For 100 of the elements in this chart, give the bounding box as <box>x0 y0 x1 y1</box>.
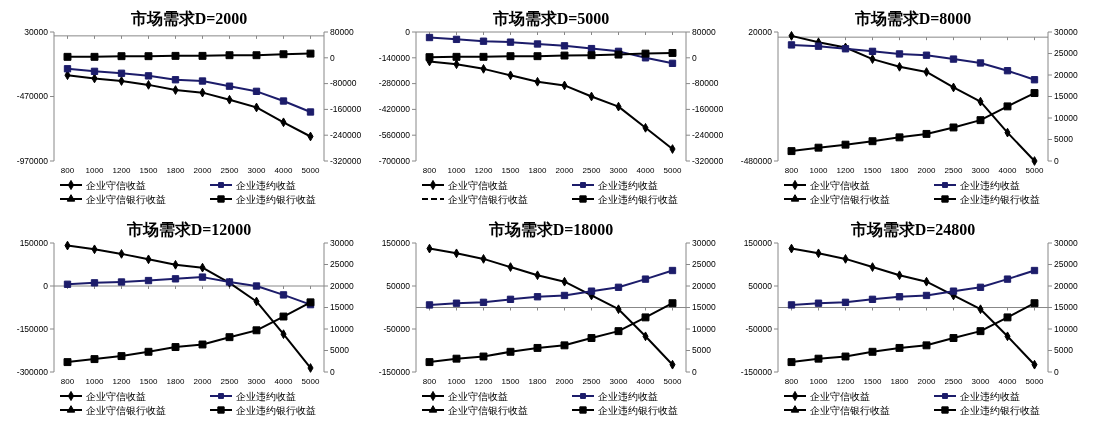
y-tick-label: 30000 <box>24 26 49 37</box>
x-tick-label: 1200 <box>836 377 855 386</box>
legend-label: 企业违约银行收益 <box>960 404 1040 416</box>
y2-tick-label: 10000 <box>1054 112 1078 123</box>
chart-title: 市场需求D=5000 <box>491 10 610 27</box>
y2-tick-label: 5000 <box>692 345 712 356</box>
x-tick-label: 800 <box>60 166 75 175</box>
legend-label: 企业守信银行收益 <box>86 193 166 205</box>
legend-label: 企业违约收益 <box>236 179 296 191</box>
x-tick-label: 800 <box>422 377 437 386</box>
y2-tick-label: 0 <box>692 366 697 377</box>
y2-tick-label: 25000 <box>692 259 716 270</box>
x-tick-label: 1500 <box>501 377 520 386</box>
legend-label: 企业守信银行收益 <box>810 193 890 205</box>
x-tick-label: 1000 <box>85 166 104 175</box>
legend-label: 企业违约收益 <box>598 179 658 191</box>
y2-tick-label: 25000 <box>1054 48 1078 59</box>
x-tick-label: 4000 <box>998 166 1017 175</box>
y2-tick-label: 15000 <box>692 302 716 313</box>
x-tick-label: 1000 <box>447 377 466 386</box>
y2-tick-label: 0 <box>692 52 697 63</box>
x-tick-label: 1000 <box>85 377 104 386</box>
legend-label: 企业违约银行收益 <box>960 193 1040 205</box>
x-tick-label: 2500 <box>220 166 239 175</box>
x-tick-label: 1800 <box>528 166 547 175</box>
x-tick-label: 3000 <box>247 166 266 175</box>
legend-label: 企业守信银行收益 <box>448 193 528 205</box>
y2-tick-label: 20000 <box>330 280 354 291</box>
legend-label: 企业违约收益 <box>960 179 1020 191</box>
x-tick-label: 5000 <box>1025 377 1044 386</box>
chart-title: 市场需求D=12000 <box>125 221 252 238</box>
legend-label: 企业违约收益 <box>598 390 658 402</box>
x-tick-label: 800 <box>60 377 75 386</box>
x-tick-label: 5000 <box>301 377 320 386</box>
y2-tick-label: 10000 <box>692 323 716 334</box>
legend-label: 企业违约银行收益 <box>598 193 678 205</box>
legend-label: 企业守信收益 <box>810 179 870 191</box>
x-tick-label: 2000 <box>917 377 936 386</box>
y2-tick-label: 30000 <box>1054 26 1078 37</box>
chart-title: 市场需求D=18000 <box>487 221 614 238</box>
y2-tick-label: -320000 <box>330 155 362 166</box>
x-tick-label: 3000 <box>609 166 628 175</box>
x-tick-label: 1200 <box>836 166 855 175</box>
x-tick-label: 2000 <box>555 377 574 386</box>
y-tick-label: 150000 <box>743 237 773 248</box>
y2-tick-label: 25000 <box>330 259 354 270</box>
legend-label: 企业违约银行收益 <box>598 404 678 416</box>
x-tick-label: 1200 <box>112 166 131 175</box>
x-tick-label: 1800 <box>890 377 909 386</box>
x-tick-label: 1000 <box>809 166 828 175</box>
x-tick-label: 5000 <box>663 377 682 386</box>
y2-tick-label: 25000 <box>1054 259 1078 270</box>
x-tick-label: 2000 <box>193 166 212 175</box>
chart-title: 市场需求D=24800 <box>849 221 976 238</box>
legend-label: 企业守信收益 <box>86 390 146 402</box>
y-tick-label: -470000 <box>16 91 49 102</box>
legend-label: 企业守信银行收益 <box>448 404 528 416</box>
x-tick-label: 4000 <box>274 377 293 386</box>
y-tick-label: -560000 <box>378 129 411 140</box>
y2-tick-label: -80000 <box>692 78 719 89</box>
legend-label: 企业违约收益 <box>960 390 1020 402</box>
y-tick-label: -50000 <box>383 323 411 334</box>
legend-label: 企业守信收益 <box>86 179 146 191</box>
x-tick-label: 3000 <box>247 377 266 386</box>
y-tick-label: -280000 <box>378 78 411 89</box>
x-tick-label: 1500 <box>139 377 158 386</box>
y-tick-label: 50000 <box>386 280 411 291</box>
legend-label: 企业守信银行收益 <box>86 404 166 416</box>
y-tick-label: 150000 <box>19 237 49 248</box>
y-tick-label: -700000 <box>378 155 411 166</box>
x-tick-label: 4000 <box>998 377 1017 386</box>
y2-tick-label: 15000 <box>330 302 354 313</box>
x-tick-label: 1200 <box>112 377 131 386</box>
x-tick-label: 2500 <box>220 377 239 386</box>
legend-label: 企业守信收益 <box>448 390 508 402</box>
y2-tick-label: 0 <box>330 366 335 377</box>
x-tick-label: 3000 <box>609 377 628 386</box>
y-tick-label: 50000 <box>748 280 773 291</box>
legend-label: 企业违约收益 <box>236 390 296 402</box>
y2-tick-label: 0 <box>330 52 335 63</box>
y2-tick-label: 30000 <box>1054 237 1078 248</box>
x-tick-label: 2500 <box>582 166 601 175</box>
y2-tick-label: 5000 <box>1054 345 1074 356</box>
y2-tick-label: -240000 <box>330 129 362 140</box>
chart-title: 市场需求D=8000 <box>853 10 972 27</box>
x-tick-label: 5000 <box>663 166 682 175</box>
x-tick-label: 800 <box>784 377 799 386</box>
legend-label: 企业违约银行收益 <box>236 193 316 205</box>
y2-tick-label: 30000 <box>692 237 716 248</box>
x-tick-label: 1800 <box>166 377 185 386</box>
x-tick-label: 1500 <box>501 166 520 175</box>
y2-tick-label: -320000 <box>692 155 724 166</box>
x-tick-label: 2000 <box>917 166 936 175</box>
x-tick-label: 800 <box>422 166 437 175</box>
y-tick-label: -970000 <box>16 155 49 166</box>
y-tick-label: -150000 <box>378 366 411 377</box>
y-tick-label: -420000 <box>378 104 411 115</box>
legend-label: 企业守信收益 <box>448 179 508 191</box>
legend-label: 企业守信收益 <box>810 390 870 402</box>
y2-tick-label: 10000 <box>330 323 354 334</box>
